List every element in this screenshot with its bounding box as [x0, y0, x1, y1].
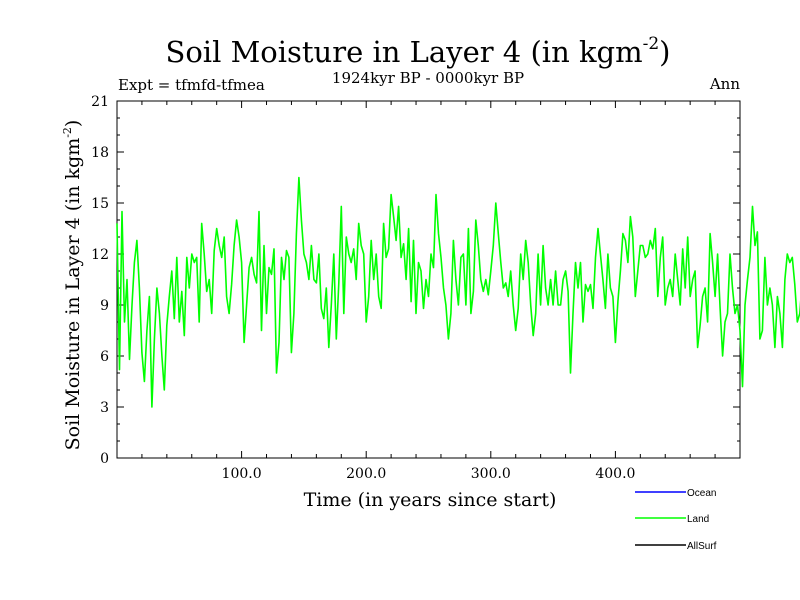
legend-label-allsurf: AllSurf [687, 541, 717, 552]
y-axis-label: Soil Moisture in Layer 4 (in kgm-2) [61, 120, 84, 451]
chart-subtitle: 1924kyr BP - 0000kyr BP [332, 69, 524, 87]
x-axis: 100.0 200.0 300.0 400.0 [141, 101, 716, 482]
y-tick-label: 12 [91, 247, 109, 263]
x-tick-label: 300.0 [471, 466, 511, 482]
x-tick-label: 400.0 [595, 466, 635, 482]
y-axis: 0 3 6 9 12 15 18 21 [91, 94, 740, 467]
experiment-label: Expt = tfmfd-tfmea [118, 76, 265, 94]
y-tick-label: 3 [100, 400, 109, 416]
y-tick-label: 18 [91, 145, 109, 161]
legend: Ocean Land AllSurf [635, 488, 717, 552]
x-tick-label: 200.0 [346, 466, 386, 482]
y-tick-label: 6 [100, 349, 109, 365]
plot-frame [116, 100, 741, 459]
y-tick-label: 15 [91, 196, 109, 212]
series-line-land [116, 176, 800, 408]
legend-label-land: Land [687, 514, 709, 525]
x-tick-label: 100.0 [222, 466, 262, 482]
series-layer [116, 176, 800, 408]
y-tick-label: 0 [100, 451, 109, 467]
season-label: Ann [709, 75, 740, 93]
y-tick-label: 21 [91, 94, 109, 110]
x-axis-label: Time (in years since start) [304, 489, 557, 511]
legend-label-ocean: Ocean [687, 488, 716, 499]
chart-title: Soil Moisture in Layer 4 (in kgm-2) [165, 34, 670, 69]
plot-border [116, 100, 741, 459]
y-tick-label: 9 [100, 298, 109, 314]
